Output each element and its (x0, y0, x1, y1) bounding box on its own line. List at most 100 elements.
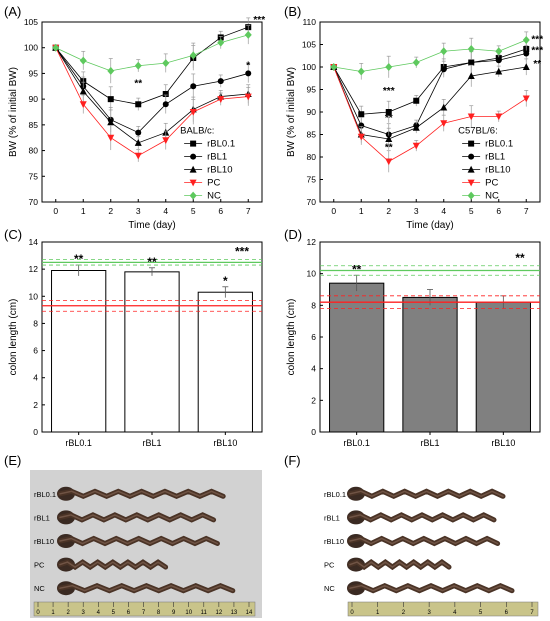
data-point (135, 101, 142, 108)
ruler-label: 7 (530, 610, 534, 616)
y-tick-label: 80 (307, 152, 317, 162)
colon-highlight (349, 537, 499, 545)
legend-label: rBL0.1 (207, 139, 235, 150)
x-tick-label: 6 (496, 206, 501, 216)
data-point (107, 96, 114, 103)
x-tick-label: rBL10 (491, 438, 515, 448)
data-point (358, 111, 365, 118)
series-line-pc (55, 47, 249, 157)
series-line-rbl1 (333, 53, 527, 135)
y-axis-label: colon length (cm) (286, 299, 297, 376)
x-tick-label: 3 (414, 206, 419, 216)
y-tick-label: 100 (24, 43, 38, 53)
significance-mark: * (223, 274, 228, 288)
data-point (468, 59, 475, 66)
data-point (52, 43, 60, 52)
data-point (107, 66, 115, 75)
data-point (385, 109, 392, 115)
data-point (412, 58, 420, 67)
y-tick-label: 75 (29, 171, 39, 181)
ruler-label: 3 (82, 610, 86, 616)
sample-label: rBL10 (34, 537, 54, 546)
data-point (79, 87, 87, 95)
data-point (385, 63, 393, 71)
panel-label-f: (F) (284, 453, 301, 468)
x-tick-label: rBL0.1 (65, 438, 92, 448)
y-tick-label: 105 (24, 17, 38, 27)
x-tick-label: 0 (331, 206, 336, 216)
sample-label: rBL0.1 (34, 490, 56, 499)
significance-mark: ** (352, 262, 362, 276)
sample-label: rBL0.1 (324, 490, 346, 499)
colon-highlight (59, 490, 224, 498)
ruler-label: 13 (231, 610, 238, 616)
data-point (217, 38, 225, 47)
data-point (162, 101, 169, 108)
sample-label: NC (324, 584, 335, 593)
data-point (467, 72, 475, 79)
legend-label: rBL0.1 (485, 139, 513, 150)
y-axis-label: BW (% of initial BW) (286, 67, 297, 157)
y-tick-label: 4 (311, 364, 316, 374)
series-line-rbl10 (55, 47, 249, 144)
data-point (245, 70, 252, 77)
ruler-label: 7 (142, 610, 146, 616)
data-point (79, 101, 87, 109)
ruler-label: 3 (427, 610, 431, 616)
y-tick-label: 4 (33, 373, 38, 383)
ruler-label: 1 (51, 610, 55, 616)
legend-title: BALB/c: (180, 126, 214, 137)
series-line-rbl10 (333, 66, 527, 140)
data-point (385, 135, 393, 142)
significance-mark: *** (383, 86, 395, 97)
ruler-label: 14 (246, 610, 253, 616)
x-tick-label: 5 (191, 206, 196, 216)
colon-highlight (59, 514, 215, 521)
data-point (467, 45, 475, 53)
significance-mark: *** (253, 15, 265, 26)
data-point (134, 152, 142, 160)
ruler-label: 5 (479, 610, 483, 616)
data-point (217, 96, 225, 103)
y-tick-label: 80 (29, 146, 39, 156)
data-point (440, 47, 448, 56)
data-point (495, 113, 503, 121)
data-point (467, 113, 475, 121)
legend-marker (189, 179, 197, 187)
data-point (357, 133, 365, 141)
x-tick-label: 7 (524, 206, 529, 216)
legend-marker (190, 153, 197, 160)
x-tick-label: 1 (359, 206, 364, 216)
data-point (413, 97, 420, 104)
ruler-label: 10 (185, 610, 192, 616)
x-tick-label: 2 (386, 206, 391, 216)
x-tick-label: 5 (469, 206, 474, 216)
legend-label: NC (485, 191, 499, 202)
x-tick-label: 4 (163, 206, 168, 216)
y-tick-label: 6 (311, 332, 316, 342)
data-point (162, 91, 169, 97)
significance-mark: ** (385, 113, 393, 124)
bar-rbl01 (51, 270, 107, 433)
significance-mark: ** (147, 255, 157, 269)
data-point (107, 134, 115, 142)
chart-c-colon-balbc: 0 2 4 6 8 10 12 14 colon length (cm) rBL0.1 rBL1 rB… (8, 237, 263, 448)
legend-marker (467, 191, 475, 200)
panel-label-c: (C) (4, 227, 22, 242)
series-line-rbl1 (55, 47, 249, 134)
significance-mark: ** (385, 142, 393, 153)
colon-highlight (59, 537, 219, 545)
data-point (385, 158, 393, 166)
x-tick-label: rBL10 (213, 438, 237, 448)
ruler-label: 4 (453, 610, 457, 616)
x-tick-label: rBL0.1 (343, 438, 370, 448)
sample-label: rBL1 (34, 513, 50, 522)
ruler (347, 601, 539, 617)
y-tick-label: 75 (307, 175, 317, 185)
chart-a-bw-balbc: 0 1 2 3 4 5 6 7 70 75 80 85 90 95 100 105 Time (day) BW (… (8, 15, 265, 231)
x-tick-label: 2 (108, 206, 113, 216)
y-tick-label: 10 (307, 269, 317, 279)
series-line-pc (333, 66, 527, 162)
legend-label: PC (485, 178, 498, 189)
